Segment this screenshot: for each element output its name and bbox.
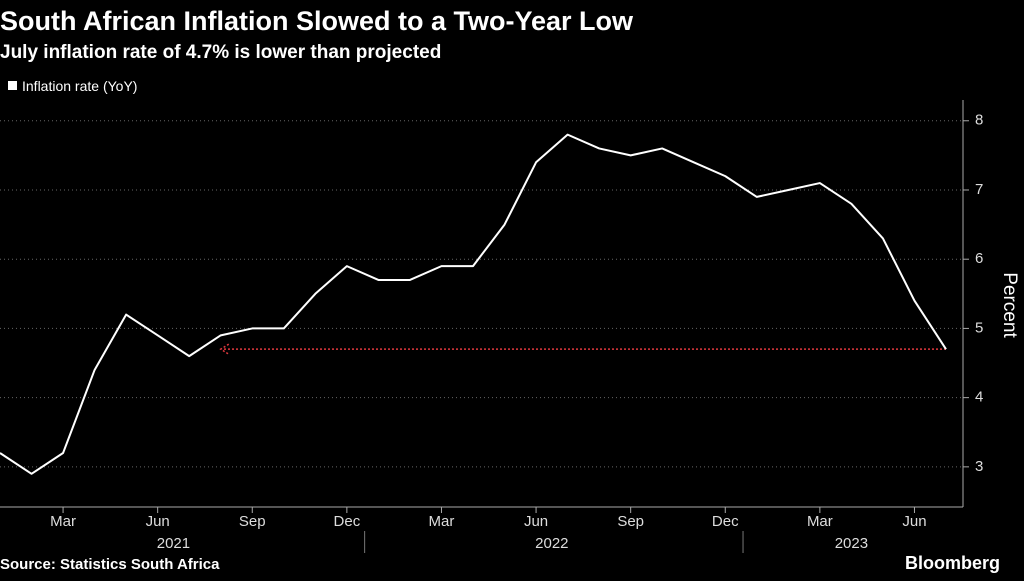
legend-label: Inflation rate (YoY) (22, 78, 137, 94)
y-tick-label: 3 (975, 458, 983, 475)
y-tick-label: 7 (975, 181, 983, 198)
y-axis-label: Percent (999, 272, 1020, 338)
annotation-arrowhead (219, 343, 230, 355)
x-tick-label: Mar (429, 513, 455, 530)
year-label: 2022 (535, 535, 568, 552)
chart-title: South African Inflation Slowed to a Two-… (0, 6, 634, 36)
x-tick-label: Mar (50, 513, 76, 530)
y-tick-label: 8 (975, 112, 983, 129)
x-tick-label: Dec (712, 513, 739, 530)
x-tick-label: Sep (617, 513, 644, 530)
x-tick-label: Dec (334, 513, 361, 530)
brand: Bloomberg (905, 553, 1000, 573)
source: Source: Statistics South Africa (0, 556, 220, 573)
data-line (0, 133, 947, 475)
x-tick-label: Jun (146, 513, 170, 530)
x-tick-label: Jun (524, 513, 548, 530)
year-label: 2021 (157, 535, 190, 552)
y-tick-label: 4 (975, 389, 983, 406)
x-tick-label: Sep (239, 513, 266, 530)
y-tick-label: 5 (975, 319, 983, 336)
x-tick-label: Mar (807, 513, 833, 530)
legend-swatch (8, 81, 17, 90)
chart-subtitle: July inflation rate of 4.7% is lower tha… (0, 42, 441, 63)
x-tick-label: Jun (902, 513, 926, 530)
y-tick-label: 6 (975, 250, 983, 267)
year-label: 2023 (835, 535, 868, 552)
